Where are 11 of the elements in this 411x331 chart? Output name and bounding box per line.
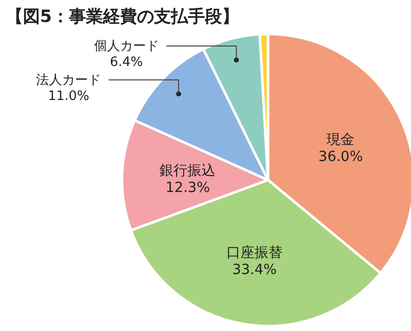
slice-label: 個人カード [94, 38, 159, 54]
data-label: 33.4% [232, 262, 277, 278]
chart-title: 【図5：事業経費の支払手段】 [6, 7, 239, 27]
data-label: 11.0% [48, 88, 90, 104]
data-label: 12.3% [166, 180, 210, 196]
slice-label: 銀行振込 [160, 163, 216, 180]
slice-label: 法人カード [36, 72, 102, 88]
data-label: 36.0% [318, 148, 363, 165]
slice-label: 現金 [326, 132, 355, 148]
slice-label: 口座振替 [226, 245, 282, 262]
data-label: 6.4% [110, 54, 143, 70]
